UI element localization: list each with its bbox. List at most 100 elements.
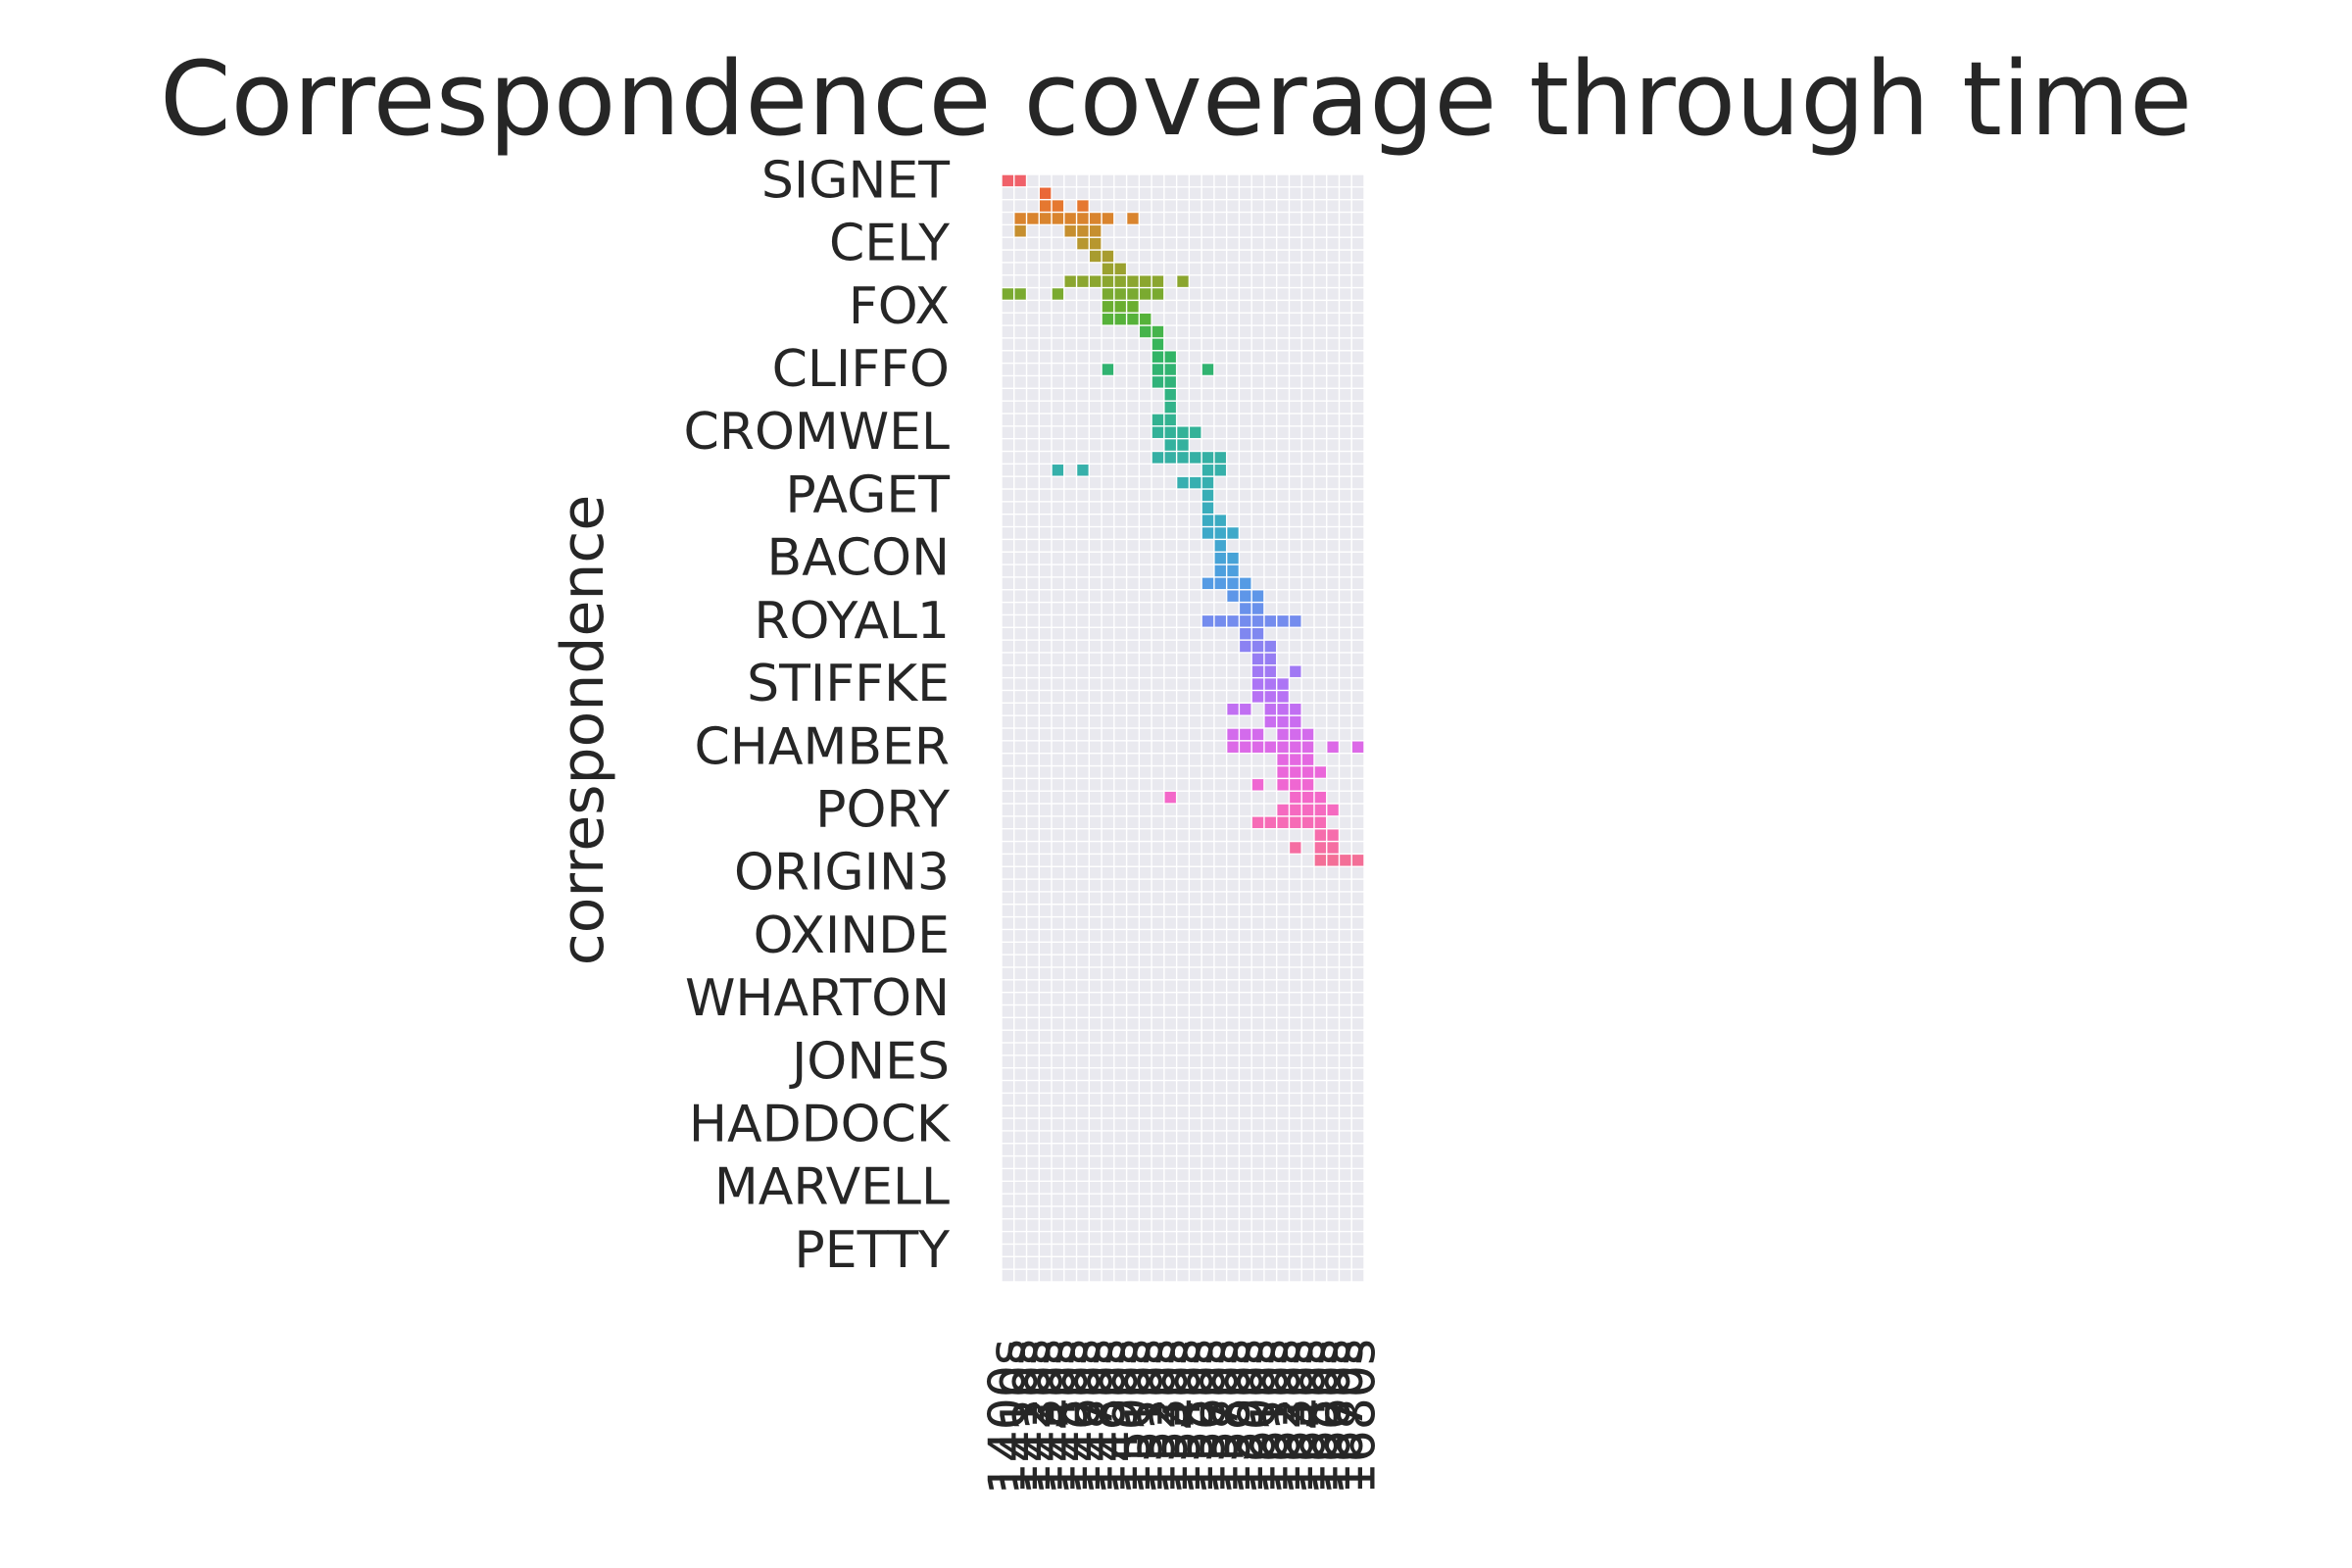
heatmap-cell-empty <box>1301 1030 1314 1043</box>
heatmap-cell-empty <box>1027 1232 1039 1244</box>
heatmap-cell-empty <box>1077 439 1089 451</box>
heatmap-cell-empty <box>1102 200 1114 212</box>
heatmap-cell-empty <box>1190 967 1201 980</box>
heatmap-cell-empty <box>1127 376 1139 388</box>
heatmap-cell-empty <box>1290 452 1301 464</box>
heatmap-cell-empty <box>1327 564 1339 577</box>
heatmap-cell-empty <box>1064 389 1076 401</box>
heatmap-cell-empty <box>1327 338 1339 351</box>
heatmap-cell-empty <box>1351 1105 1364 1118</box>
heatmap-cell-empty <box>1102 452 1114 464</box>
heatmap-cell-empty <box>1177 301 1189 313</box>
heatmap-cell-empty <box>1264 866 1276 879</box>
heatmap-cell-empty <box>1027 1144 1039 1155</box>
heatmap-cell-empty <box>1077 1245 1089 1256</box>
heatmap-cell-empty <box>1240 288 1251 300</box>
heatmap-cell-empty <box>1127 842 1139 854</box>
heatmap-cell-empty <box>1140 1068 1152 1080</box>
heatmap-cell-empty <box>1064 187 1076 199</box>
heatmap-cell-filled <box>1127 213 1139 224</box>
heatmap-cell-empty <box>1351 552 1364 564</box>
heatmap-cell-empty <box>1064 1030 1076 1043</box>
heatmap-cell-empty <box>1014 502 1026 514</box>
heatmap-cell-empty <box>1314 603 1327 614</box>
heatmap-cell-empty <box>1340 1232 1351 1244</box>
heatmap-cell-filled <box>1064 275 1076 287</box>
heatmap-cell-empty <box>1214 829 1226 841</box>
heatmap-cell-filled <box>1152 364 1164 375</box>
heatmap-cell-empty <box>1090 766 1102 778</box>
heatmap-cell-empty <box>1002 1269 1014 1282</box>
heatmap-cell-empty <box>1264 829 1276 841</box>
heatmap-cell-empty <box>1014 704 1026 715</box>
heatmap-cell-empty <box>1351 892 1364 905</box>
heatmap-cell-empty <box>1152 1206 1164 1219</box>
heatmap-cell-empty <box>1327 313 1339 325</box>
heatmap-cell-filled <box>1002 174 1014 187</box>
heatmap-cell-empty <box>1327 715 1339 728</box>
heatmap-cell-empty <box>1327 943 1339 955</box>
heatmap-cell-empty <box>1227 1169 1239 1181</box>
heatmap-cell-empty <box>1027 1118 1039 1131</box>
heatmap-cell-empty <box>1039 1005 1052 1017</box>
heatmap-cell-empty <box>1114 187 1126 199</box>
heatmap-cell-empty <box>1014 1156 1026 1168</box>
heatmap-cell-empty <box>1264 301 1276 313</box>
heatmap-cell-filled <box>1102 275 1114 287</box>
heatmap-cell-empty <box>1277 439 1289 451</box>
heatmap-cell-filled <box>1301 816 1314 829</box>
heatmap-cell-empty <box>1014 552 1026 564</box>
heatmap-cell-empty <box>1277 603 1289 614</box>
heatmap-cell-empty <box>1214 804 1226 816</box>
heatmap-cell-filled <box>1164 351 1176 363</box>
heatmap-cell-empty <box>1314 1094 1327 1105</box>
heatmap-cell-empty <box>1201 263 1214 275</box>
heatmap-cell-empty <box>1114 1094 1126 1105</box>
heatmap-cell-empty <box>1090 691 1102 703</box>
heatmap-cell-empty <box>1240 842 1251 854</box>
heatmap-cell-empty <box>1264 376 1276 388</box>
heatmap-cell-empty <box>1327 514 1339 526</box>
heatmap-cell-empty <box>1351 791 1364 804</box>
heatmap-cell-empty <box>1039 603 1052 614</box>
heatmap-cell-empty <box>1240 1269 1251 1282</box>
heatmap-cell-empty <box>1214 174 1226 187</box>
heatmap-cell-empty <box>1052 426 1064 438</box>
heatmap-cell-empty <box>1090 879 1102 892</box>
heatmap-cell-empty <box>1314 1068 1327 1080</box>
heatmap-cell-empty <box>1251 766 1264 778</box>
heatmap-cell-empty <box>1190 766 1201 778</box>
heatmap-cell-empty <box>1214 967 1226 980</box>
heatmap-cell-empty <box>1090 1245 1102 1256</box>
heatmap-cell-empty <box>1240 816 1251 829</box>
heatmap-cell-empty <box>1327 627 1339 640</box>
heatmap-cell-empty <box>1164 590 1176 602</box>
heatmap-cell-empty <box>1014 728 1026 741</box>
heatmap-cell-empty <box>1090 476 1102 489</box>
heatmap-cell-empty <box>1140 993 1152 1004</box>
heatmap-cell-empty <box>1314 313 1327 325</box>
heatmap-cell-empty <box>1114 691 1126 703</box>
heatmap-cell-empty <box>1227 1206 1239 1219</box>
heatmap-cell-empty <box>1301 1169 1314 1181</box>
heatmap-cell-empty <box>1064 325 1076 338</box>
heatmap-cell-empty <box>1290 426 1301 438</box>
heatmap-cell-empty <box>1064 741 1076 753</box>
heatmap-cell-empty <box>1227 1005 1239 1017</box>
heatmap-cell-empty <box>1077 1055 1089 1067</box>
heatmap-cell-filled <box>1227 704 1239 715</box>
heatmap-cell-empty <box>1177 855 1189 866</box>
heatmap-cell-empty <box>1027 502 1039 514</box>
heatmap-cell-empty <box>1340 338 1351 351</box>
heatmap-cell-empty <box>1102 665 1114 677</box>
heatmap-cell-empty <box>1264 351 1276 363</box>
heatmap-cell-empty <box>1240 1043 1251 1055</box>
heatmap-cell-empty <box>1227 225 1239 237</box>
heatmap-cell-empty <box>1277 401 1289 414</box>
heatmap-cell-empty <box>1140 1169 1152 1181</box>
heatmap-cell-empty <box>1127 779 1139 791</box>
heatmap-cell-empty <box>1227 653 1239 665</box>
heatmap-cell-empty <box>1114 1018 1126 1030</box>
heatmap-cell-empty <box>1301 980 1314 992</box>
